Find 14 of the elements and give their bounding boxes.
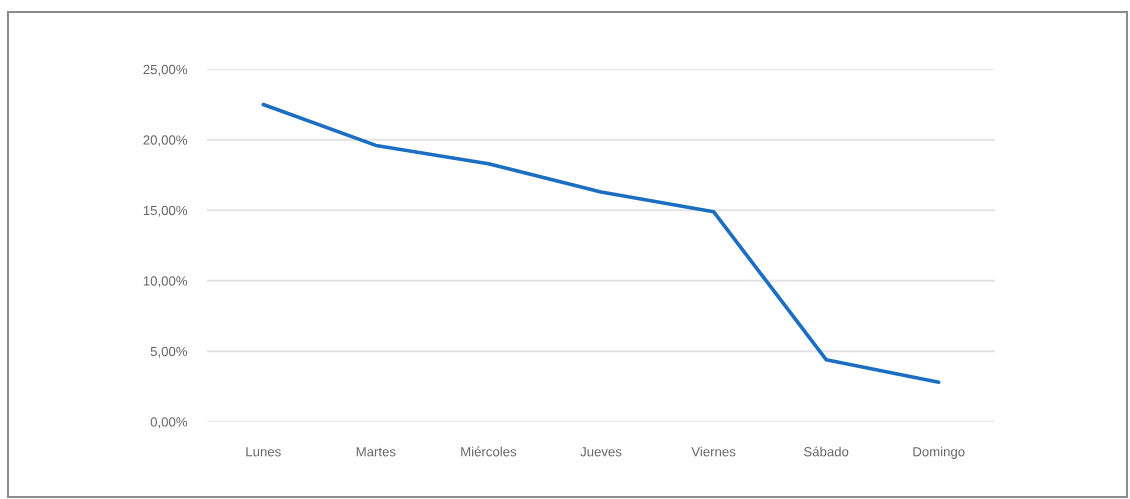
y-tick-label: 10,00% — [143, 276, 188, 288]
y-tick-label: 20,00% — [143, 135, 188, 147]
x-tick-label: Miércoles — [461, 446, 517, 457]
y-tick-label: 25,00% — [143, 64, 188, 76]
x-tick-label: Viernes — [691, 446, 736, 457]
y-tick-label: 5,00% — [150, 346, 188, 358]
y-tick-label: 15,00% — [143, 205, 188, 217]
x-tick-label: Martes — [356, 447, 396, 457]
line-series — [261, 102, 941, 385]
x-tick-label: Jueves — [580, 447, 622, 457]
x-tick-label: Sábado — [804, 446, 849, 457]
y-tick-label: 0,00% — [150, 417, 188, 429]
x-tick-label: Domingo — [913, 446, 965, 459]
x-tick-label: Lunes — [246, 447, 281, 457]
